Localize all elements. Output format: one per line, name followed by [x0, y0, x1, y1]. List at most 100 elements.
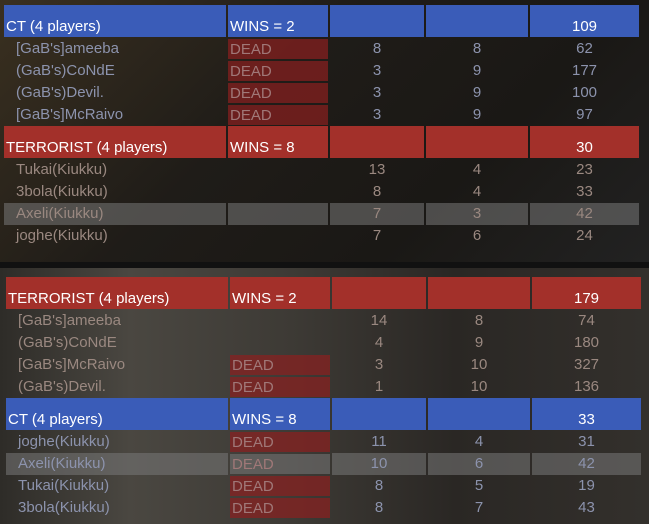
player-kills: 3: [372, 62, 382, 79]
player-status: [230, 310, 330, 332]
player-status: [228, 203, 328, 225]
player-kills: 3: [372, 84, 382, 101]
team-deaths-header: [426, 126, 528, 158]
player-deaths: 9: [472, 84, 482, 101]
team-kills-header: [332, 398, 426, 430]
player-name: joghe(Kiukku): [16, 227, 108, 244]
player-row[interactable]: Tukai(Kiukku) DEAD 8 5 19: [6, 475, 641, 497]
player-kills: 1: [374, 378, 384, 395]
player-kills: 7: [372, 227, 382, 244]
team-deaths-header: [428, 398, 530, 430]
player-row[interactable]: joghe(Kiukku) 7 6 24: [4, 225, 641, 247]
player-ping: 43: [578, 499, 595, 516]
player-row[interactable]: Axeli(Kiukku) 7 3 42: [4, 203, 641, 225]
player-deaths: 7: [474, 499, 484, 516]
player-deaths: 4: [472, 161, 482, 178]
team-header-ct: CT (4 players) WINS = 2 109: [4, 5, 641, 37]
player-row[interactable]: [GaB's]ameeba DEAD 8 8 62: [4, 38, 641, 60]
team-wins: WINS = 2: [230, 277, 330, 309]
player-kills: 10: [332, 453, 426, 475]
player-status: DEAD: [228, 83, 328, 103]
player-status: [228, 225, 328, 247]
player-ping: 24: [576, 227, 593, 244]
player-deaths: 8: [474, 312, 484, 329]
player-name: [GaB's]McRaivo: [16, 106, 124, 123]
player-kills: 8: [374, 477, 384, 494]
player-row[interactable]: Tukai(Kiukku) 13 4 23: [4, 159, 641, 181]
player-status: DEAD: [230, 377, 330, 397]
team-ping: 33: [532, 398, 641, 430]
player-status: [228, 181, 328, 203]
player-name: (GaB's)CoNdE: [18, 334, 117, 351]
player-name: (GaB's)Devil.: [18, 378, 106, 395]
player-ping: 62: [576, 40, 593, 57]
player-deaths: 9: [472, 62, 482, 79]
team-header-terrorist: TERRORIST (4 players) WINS = 8 30: [4, 126, 641, 158]
player-status: DEAD: [228, 61, 328, 81]
team-name: CT (4 players): [4, 5, 226, 37]
player-kills: 14: [370, 312, 388, 329]
player-row[interactable]: (GaB's)CoNdE DEAD 3 9 177: [4, 60, 641, 82]
player-deaths: 10: [470, 378, 488, 395]
team-wins: WINS = 8: [228, 126, 328, 158]
team-name: TERRORIST (4 players): [6, 277, 228, 309]
scoreboard-bottom: TERRORIST (4 players) WINS = 2 179 [GaB's]a…: [6, 277, 641, 519]
player-kills: 3: [372, 106, 382, 123]
player-kills: 11: [371, 433, 387, 450]
player-kills: 3: [374, 356, 384, 373]
team-wins: WINS = 2: [228, 5, 328, 37]
player-ping: 33: [576, 183, 593, 200]
team-header-terrorist: TERRORIST (4 players) WINS = 2 179: [6, 277, 641, 309]
player-ping: 177: [571, 62, 598, 79]
player-row[interactable]: (GaB's)Devil. DEAD 3 9 100: [4, 82, 641, 104]
player-status: [230, 332, 330, 354]
team-ping: 179: [532, 277, 641, 309]
player-name: [GaB's]McRaivo: [18, 356, 126, 373]
team-kills-header: [332, 277, 426, 309]
team-deaths-header: [426, 5, 528, 37]
player-name: [GaB's]ameeba: [16, 40, 119, 57]
player-status: DEAD: [230, 432, 330, 452]
player-row[interactable]: 3bola(Kiukku) DEAD 8 7 43: [6, 497, 641, 519]
team-name: TERRORIST (4 players): [4, 126, 226, 158]
team-deaths-header: [428, 277, 530, 309]
player-ping: 42: [532, 453, 641, 475]
player-name: 3bola(Kiukku): [18, 499, 110, 516]
player-status: DEAD: [230, 454, 330, 474]
player-row[interactable]: (GaB's)CoNdE 4 9 180: [6, 332, 641, 354]
player-deaths: 9: [474, 334, 484, 351]
player-ping: 180: [573, 334, 600, 351]
player-ping: 74: [578, 312, 595, 329]
player-row[interactable]: [GaB's]ameeba 14 8 74: [6, 310, 641, 332]
player-row[interactable]: [GaB's]McRaivo DEAD 3 10 327: [6, 354, 641, 376]
player-status: DEAD: [230, 476, 330, 496]
team-kills-header: [330, 5, 424, 37]
player-ping: 31: [578, 433, 595, 450]
player-name: Axeli(Kiukku): [4, 203, 226, 225]
player-name: joghe(Kiukku): [18, 433, 110, 450]
player-name: (GaB's)CoNdE: [16, 62, 115, 79]
player-name: Tukai(Kiukku): [16, 161, 108, 178]
player-ping: 136: [573, 378, 600, 395]
player-ping: 327: [573, 356, 600, 373]
scoreboard-top: CT (4 players) WINS = 2 109 [GaB's]ameeba DE…: [4, 5, 641, 247]
player-kills: 4: [374, 334, 384, 351]
player-status: DEAD: [230, 498, 330, 518]
player-status: [228, 159, 328, 181]
player-deaths: 9: [472, 106, 482, 123]
player-row[interactable]: [GaB's]McRaivo DEAD 3 9 97: [4, 104, 641, 126]
player-kills: 8: [372, 40, 382, 57]
player-row[interactable]: (GaB's)Devil. DEAD 1 10 136: [6, 376, 641, 398]
player-row[interactable]: Axeli(Kiukku) DEAD 10 6 42: [6, 453, 641, 475]
player-deaths: 8: [472, 40, 482, 57]
screenshot-divider: [0, 262, 649, 268]
player-row[interactable]: joghe(Kiukku) DEAD 11 4 31: [6, 431, 641, 453]
player-kills: 8: [372, 183, 382, 200]
team-wins: WINS = 8: [230, 398, 330, 430]
player-ping: 19: [578, 477, 595, 494]
player-ping: 97: [576, 106, 593, 123]
player-deaths: 3: [426, 203, 528, 225]
team-header-ct: CT (4 players) WINS = 8 33: [6, 398, 641, 430]
player-deaths: 4: [474, 433, 484, 450]
player-row[interactable]: 3bola(Kiukku) 8 4 33: [4, 181, 641, 203]
